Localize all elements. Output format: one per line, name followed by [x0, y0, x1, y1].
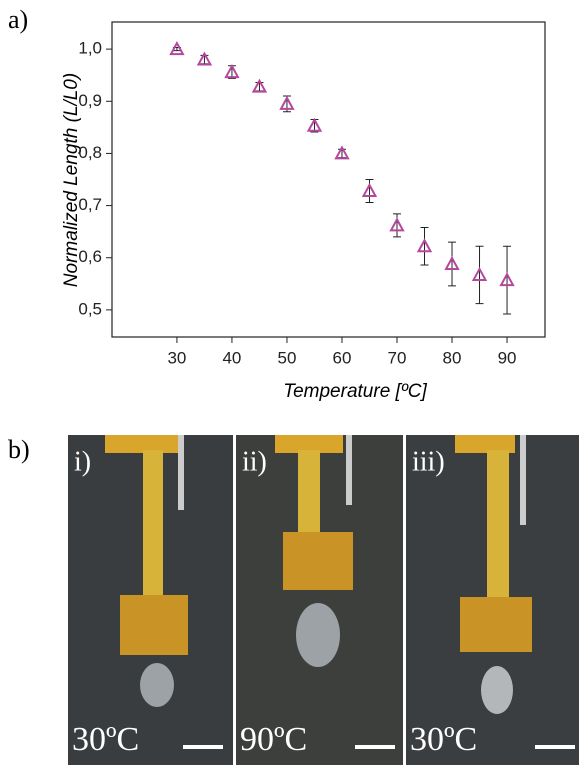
photo-panels: i) ii) iii) 30ºC 90ºC 30ºC: [68, 435, 579, 765]
scale-bar: [355, 745, 395, 749]
error-bar: [420, 226, 429, 266]
gel-block: [283, 532, 353, 590]
photo-temperature: 30ºC: [72, 721, 139, 758]
y-axis-label: Normalized Length (L/L0): [61, 73, 82, 287]
y-tick-label: 0,6: [78, 247, 102, 266]
gel-block: [120, 595, 188, 655]
marker: [279, 95, 295, 110]
marker: [224, 63, 240, 79]
photo-label: ii): [242, 446, 267, 477]
gel-top: [275, 435, 343, 453]
probe: [346, 435, 352, 505]
y-tick-label: 0,7: [78, 195, 102, 214]
photo-temperature: 90ºC: [240, 721, 307, 758]
error-bar: [503, 245, 512, 315]
error-bar: [448, 241, 457, 287]
marker: [361, 182, 378, 197]
marker: [334, 145, 350, 160]
marker: [306, 117, 323, 132]
gel-top: [105, 435, 180, 453]
marker: [471, 266, 488, 281]
photo-temperature: 30ºC: [410, 721, 477, 758]
marker: [389, 217, 405, 232]
y-tick-label: 0,9: [78, 91, 102, 110]
plot-frame: [111, 21, 546, 338]
gel-strip: [143, 450, 163, 600]
y-tick-label: 0,5: [78, 299, 102, 318]
panel-label: a): [8, 5, 28, 34]
x-axis-label: Temperature [ºC]: [283, 381, 427, 402]
scale-bar: [183, 745, 223, 749]
marker: [169, 41, 185, 56]
weight: [296, 603, 340, 667]
probe: [178, 435, 184, 510]
scale-bar: [535, 745, 575, 749]
gel-block: [460, 597, 532, 652]
x-tick-label: 50: [277, 348, 296, 367]
x-tick-label: 70: [388, 348, 407, 367]
error-bar: [475, 245, 484, 305]
y-tick-label: 1,0: [78, 39, 102, 58]
gel-top: [455, 435, 515, 453]
x-tick-label: 90: [498, 348, 517, 367]
panel-label: b): [8, 435, 30, 464]
x-tick-label: 80: [443, 348, 462, 367]
marker: [196, 51, 213, 66]
marker: [444, 255, 460, 270]
gel-strip: [487, 450, 509, 600]
gel-strip: [298, 450, 320, 535]
photo-label: i): [74, 446, 91, 477]
weight: [481, 666, 513, 714]
y-tick-label: 0,8: [78, 143, 102, 162]
x-tick-label: 60: [333, 348, 352, 367]
marker: [499, 272, 515, 287]
x-tick-label: 30: [167, 348, 186, 367]
marker: [416, 238, 433, 253]
photo-label: iii): [412, 446, 445, 477]
weight: [140, 663, 174, 707]
marker: [251, 78, 268, 93]
x-tick-label: 40: [222, 348, 241, 367]
probe: [520, 435, 526, 525]
